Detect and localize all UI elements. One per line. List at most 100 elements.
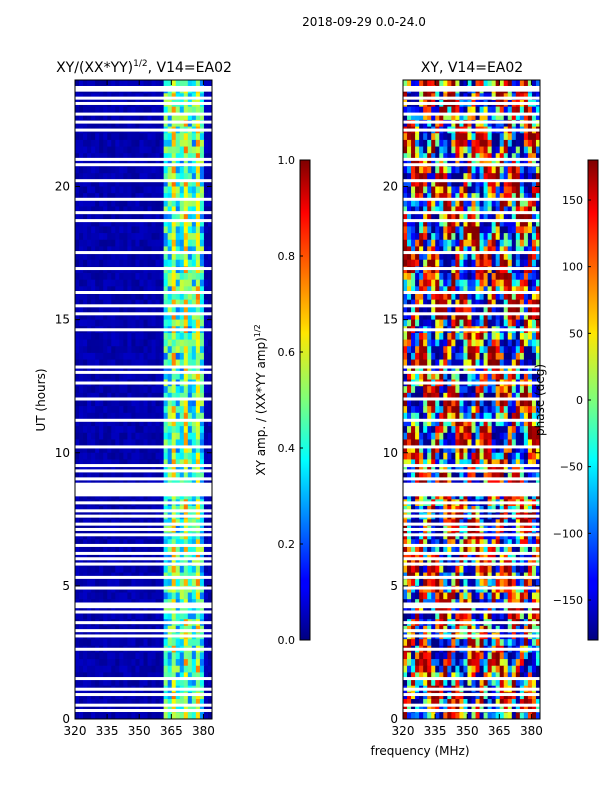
- amplitude-heatmap-cell: [111, 605, 116, 614]
- phase-heatmap-cell: [523, 80, 529, 88]
- amplitude-heatmap-cell: [83, 426, 88, 434]
- amplitude-heatmap-cell: [103, 106, 108, 114]
- phase-heatmap-cell: [407, 166, 412, 174]
- phase-heatmap-cell: [411, 392, 416, 401]
- amplitude-heatmap-cell: [179, 179, 185, 188]
- amplitude-heatmap-cell: [151, 545, 157, 554]
- phase-heatmap-cell: [411, 352, 416, 361]
- phase-heatmap-cell: [491, 372, 497, 381]
- amplitude-flagged-row: [75, 575, 212, 579]
- amplitude-heatmap-cell: [79, 352, 84, 361]
- amplitude-heatmap-cell: [163, 113, 169, 121]
- phase-heatmap-cell: [503, 346, 509, 354]
- amplitude-heatmap-cell: [111, 306, 116, 314]
- phase-heatmap-cell: [503, 166, 509, 174]
- amplitude-heatmap-cell: [143, 472, 149, 480]
- amplitude-heatmap-cell: [163, 319, 169, 327]
- amplitude-heatmap-cell: [187, 652, 193, 660]
- amplitude-heatmap-cell: [191, 352, 197, 361]
- phase-heatmap-cell: [423, 293, 428, 301]
- amplitude-heatmap-cell: [111, 259, 116, 267]
- amplitude-heatmap-cell: [151, 346, 157, 354]
- amplitude-heatmap-cell: [115, 239, 120, 248]
- amplitude-heatmap-cell: [99, 679, 104, 687]
- amplitude-heatmap-cell: [163, 199, 169, 208]
- phase-heatmap-cell: [427, 359, 432, 367]
- phase-heatmap-cell: [419, 359, 424, 367]
- amplitude-heatmap-cell: [151, 446, 157, 454]
- phase-heatmap-cell: [519, 146, 525, 154]
- amplitude-heatmap-cell: [159, 552, 165, 560]
- amplitude-heatmap-cell: [111, 106, 116, 114]
- amplitude-heatmap-cell: [91, 426, 96, 434]
- phase-heatmap-cell: [419, 366, 424, 374]
- amplitude-heatmap-cell: [91, 552, 96, 560]
- phase-heatmap-cell: [435, 80, 440, 88]
- phase-heatmap-cell: [487, 246, 493, 254]
- phase-heatmap-cell: [411, 113, 416, 121]
- amplitude-heatmap-cell: [83, 659, 88, 667]
- amplitude-heatmap-cell: [99, 472, 104, 480]
- amplitude-heatmap-cell: [207, 80, 212, 88]
- amplitude-heatmap-cell: [103, 299, 108, 307]
- colorbar-tick-label: 0.8: [278, 250, 296, 263]
- phase-heatmap-cell: [511, 173, 517, 181]
- amplitude-heatmap-cell: [195, 332, 201, 341]
- amplitude-heatmap-cell: [175, 352, 181, 361]
- phase-heatmap-cell: [535, 259, 540, 267]
- amplitude-heatmap-cell: [111, 352, 116, 361]
- phase-heatmap-cell: [523, 233, 529, 241]
- phase-heatmap-cell: [495, 199, 501, 208]
- phase-heatmap-cell: [447, 106, 452, 114]
- amplitude-heatmap-cell: [191, 359, 197, 367]
- phase-heatmap-cell: [487, 339, 493, 347]
- phase-heatmap-cell: [475, 293, 481, 301]
- amplitude-heatmap-cell: [147, 179, 153, 188]
- amplitude-heatmap-cell: [199, 432, 205, 441]
- amplitude-heatmap-cell: [107, 392, 112, 401]
- phase-heatmap-cell: [455, 146, 461, 154]
- amplitude-heatmap-cell: [175, 672, 181, 680]
- amplitude-heatmap-cell: [167, 239, 173, 248]
- amplitude-heatmap-cell: [191, 459, 197, 467]
- amplitude-heatmap-cell: [203, 259, 209, 267]
- amplitude-flagged-row: [75, 163, 212, 167]
- amplitude-heatmap-cell: [91, 652, 96, 660]
- amplitude-heatmap-cell: [107, 545, 112, 554]
- amplitude-heatmap-cell: [183, 665, 189, 674]
- amplitude-heatmap-cell: [163, 133, 169, 141]
- amplitude-heatmap-cell: [139, 352, 145, 361]
- phase-heatmap-cell: [471, 186, 477, 194]
- phase-heatmap-cell: [535, 206, 540, 214]
- amplitude-heatmap-cell: [199, 565, 205, 574]
- phase-heatmap-cell: [519, 173, 525, 181]
- phase-heatmap-cell: [427, 246, 432, 254]
- phase-heatmap-cell: [471, 346, 477, 354]
- phase-heatmap-cell: [463, 153, 469, 161]
- amplitude-heatmap-cell: [167, 419, 173, 427]
- amplitude-heatmap-cell: [95, 372, 100, 381]
- phase-heatmap-cell: [487, 179, 493, 188]
- amplitude-heatmap-cell: [199, 545, 205, 554]
- amplitude-heatmap-cell: [199, 579, 205, 587]
- phase-heatmap-cell: [415, 346, 420, 354]
- amplitude-heatmap-cell: [159, 412, 165, 421]
- phase-heatmap-cell: [431, 259, 436, 267]
- amplitude-heatmap-cell: [115, 386, 120, 394]
- phase-heatmap-cell: [487, 213, 493, 221]
- amplitude-heatmap-cell: [79, 579, 84, 587]
- amplitude-heatmap-cell: [91, 312, 96, 321]
- amplitude-heatmap-cell: [123, 206, 128, 214]
- amplitude-heatmap-cell: [203, 153, 209, 161]
- amplitude-heatmap-cell: [103, 412, 108, 421]
- phase-heatmap-cell: [495, 219, 501, 228]
- amplitude-heatmap-cell: [207, 452, 212, 461]
- phase-heatmap-cell: [451, 386, 456, 394]
- phase-heatmap-cell: [455, 352, 461, 361]
- amplitude-heatmap-cell: [115, 186, 120, 194]
- x-tick-label: 335: [96, 724, 119, 738]
- phase-heatmap-cell: [535, 106, 540, 114]
- amplitude-heatmap-cell: [159, 173, 165, 181]
- amplitude-heatmap-cell: [75, 293, 80, 301]
- amplitude-axes-frame: [74, 79, 213, 720]
